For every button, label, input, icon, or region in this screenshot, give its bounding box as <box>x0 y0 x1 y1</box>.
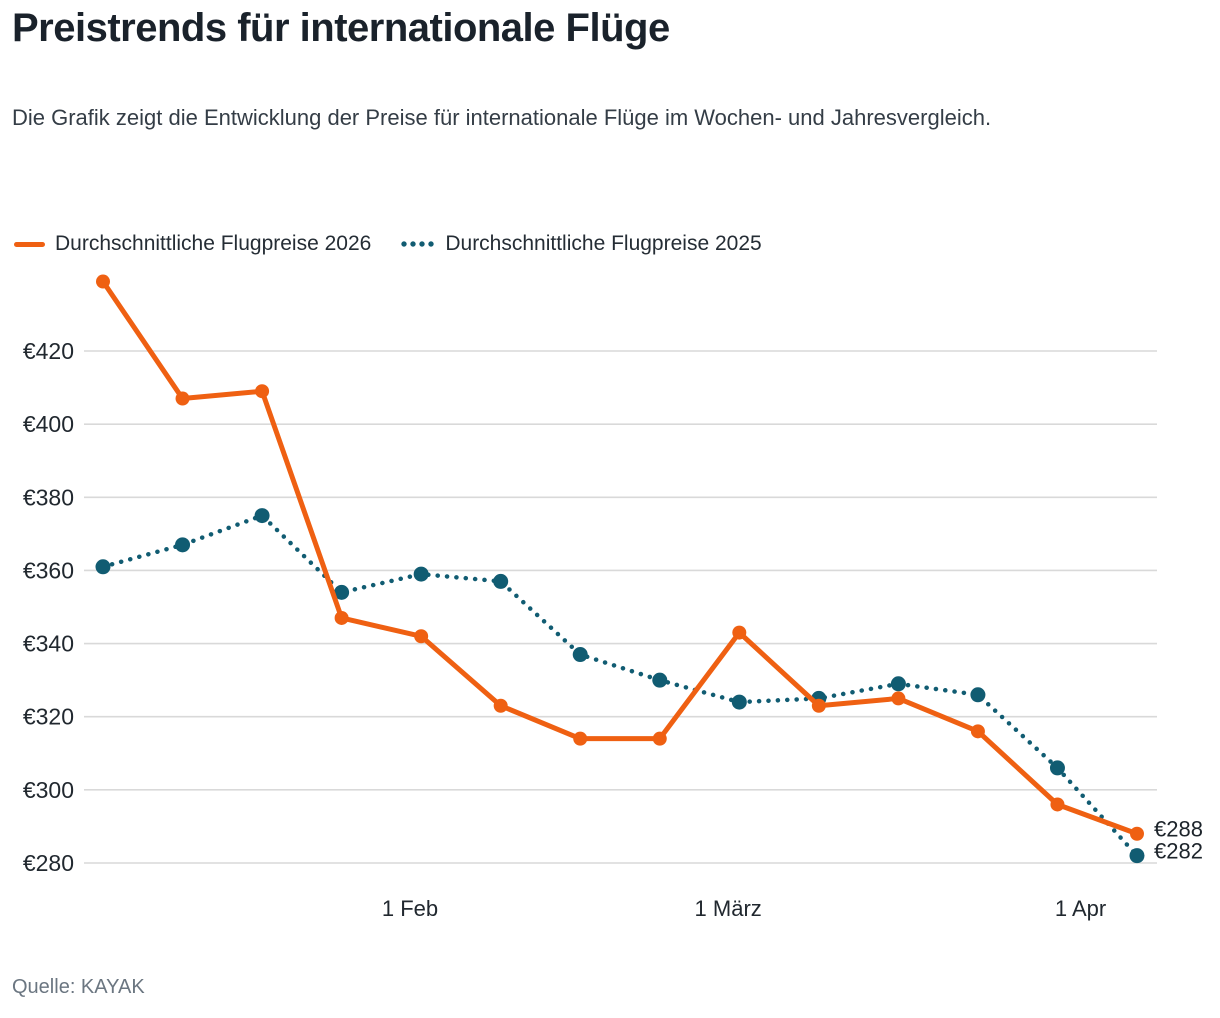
data-point <box>175 537 191 553</box>
data-point <box>572 647 588 663</box>
x-tick-label: 1 Apr <box>1055 896 1106 921</box>
page-title: Preistrends für internationale Flüge <box>12 6 670 50</box>
data-point <box>334 584 350 600</box>
data-point <box>1130 826 1144 841</box>
y-tick-label: €340 <box>23 631 74 657</box>
legend-label-2026: Durchschnittliche Flugpreise 2026 <box>55 232 372 255</box>
y-tick-label: €300 <box>23 777 74 803</box>
source-note: Quelle: KAYAK <box>12 976 145 998</box>
data-point <box>96 274 110 289</box>
data-point <box>1129 848 1145 864</box>
data-point <box>493 573 509 589</box>
data-point <box>414 629 429 644</box>
y-tick-label: €320 <box>23 704 74 730</box>
data-point <box>334 610 349 625</box>
chart-legend: Durchschnittliche Flugpreise 2026 Durchs… <box>14 232 762 256</box>
data-point <box>493 698 508 713</box>
data-point <box>652 672 668 688</box>
y-tick-label: €360 <box>23 557 74 583</box>
legend-swatch-dotted-icon <box>401 241 436 247</box>
series-end-label: €288 <box>1154 817 1203 842</box>
data-point <box>1049 760 1065 776</box>
data-point <box>95 559 111 575</box>
series-line-2025 <box>100 513 1140 858</box>
data-point <box>413 566 429 582</box>
data-point <box>731 694 747 710</box>
x-tick-label: 1 März <box>695 896 762 921</box>
x-tick-label: 1 Feb <box>382 896 438 921</box>
data-point <box>1050 797 1065 812</box>
data-point <box>970 687 986 703</box>
series-end-label: €282 <box>1154 839 1203 864</box>
line-chart: €280 €300 €320 €340 €360 €380 €400 €420 1 Feb 1 M… <box>0 262 1220 962</box>
series-line-2026 <box>100 279 1140 837</box>
y-tick-label: €420 <box>23 338 74 364</box>
data-point <box>254 508 270 524</box>
data-point <box>970 724 985 739</box>
data-point <box>811 698 826 713</box>
data-point <box>891 691 906 706</box>
data-point <box>175 391 190 406</box>
data-point <box>573 731 588 746</box>
data-point <box>890 676 906 692</box>
y-tick-label: €280 <box>23 850 74 876</box>
y-tick-label: €380 <box>23 484 74 510</box>
chart-subtitle: Die Grafik zeigt die Entwicklung der Pre… <box>12 105 992 130</box>
data-point <box>732 625 747 640</box>
data-point <box>255 384 270 399</box>
legend-item-2026: Durchschnittliche Flugpreise 2026 <box>14 232 371 256</box>
y-tick-label: €400 <box>23 411 74 437</box>
legend-swatch-solid-icon <box>14 241 45 247</box>
data-point <box>652 731 667 746</box>
legend-label-2025: Durchschnittliche Flugpreise 2025 <box>445 232 762 255</box>
legend-item-2025: Durchschnittliche Flugpreise 2025 <box>401 232 762 256</box>
price-trend-plot: €280 €300 €320 €340 €360 €380 €400 €420 1 Feb 1 M… <box>23 274 1203 921</box>
